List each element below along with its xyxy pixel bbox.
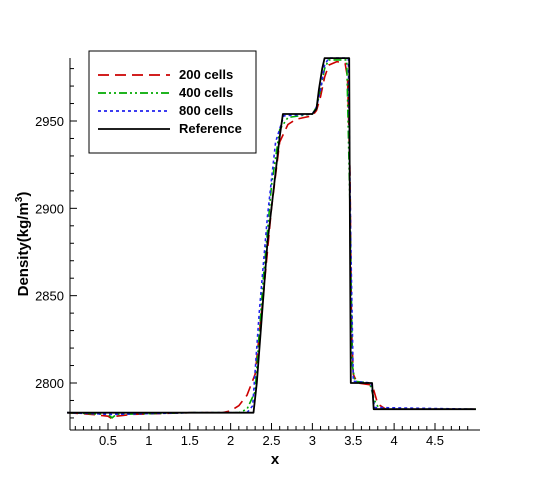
y-tick-label: 2950 — [35, 114, 64, 129]
legend-label-200-cells: 200 cells — [179, 67, 233, 82]
series-line-reference — [67, 57, 476, 414]
y-ticks: 2800 2850 2900 2950 — [35, 68, 77, 419]
legend-label-800-cells: 800 cells — [179, 103, 233, 118]
series-line-800-cells — [67, 57, 476, 416]
y-tick-label: 2800 — [35, 376, 64, 391]
x-ticks: 0.5 1 1.5 2 2.5 3 3.5 4 4.5 — [74, 423, 469, 448]
x-tick-label: 1.5 — [181, 433, 199, 448]
y-axis-title-close: ) — [15, 192, 32, 197]
x-tick-label: 2 — [227, 433, 234, 448]
x-tick-label: 4.5 — [426, 433, 444, 448]
x-tick-label: 3.5 — [344, 433, 362, 448]
legend-label-400-cells: 400 cells — [179, 85, 233, 100]
axes — [69, 58, 480, 431]
x-tick-label: 4 — [391, 433, 398, 448]
x-axis-title: x — [271, 451, 280, 468]
x-tick-label: 1 — [145, 433, 152, 448]
legend-label-reference: Reference — [179, 121, 242, 136]
series-lines — [67, 57, 476, 420]
y-axis-title-main: Density(kg/m — [15, 202, 32, 296]
y-tick-label: 2900 — [35, 201, 64, 216]
y-axis-title: Density(kg/m3) — [14, 192, 32, 297]
legend: 200 cells 400 cells 800 cells Reference — [88, 50, 257, 154]
x-tick-label: 2.5 — [262, 433, 280, 448]
x-tick-label: 0.5 — [99, 433, 117, 448]
legend-box — [88, 50, 257, 154]
y-tick-label: 2850 — [35, 289, 64, 304]
x-tick-label: 3 — [309, 433, 316, 448]
y-axis-title-superscript: 3 — [14, 196, 25, 202]
